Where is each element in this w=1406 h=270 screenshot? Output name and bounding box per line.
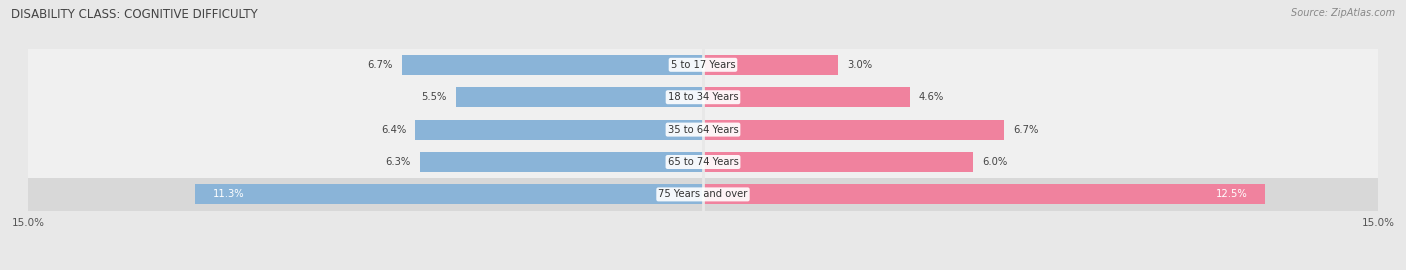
Text: 18 to 34 Years: 18 to 34 Years <box>668 92 738 102</box>
Bar <box>28 81 1378 113</box>
Bar <box>419 152 703 172</box>
Bar <box>28 113 1378 146</box>
Text: 11.3%: 11.3% <box>212 189 245 200</box>
Text: 6.4%: 6.4% <box>381 124 406 135</box>
Text: 6.7%: 6.7% <box>1014 124 1039 135</box>
Bar <box>703 55 838 75</box>
Bar <box>703 120 1004 140</box>
Bar <box>703 152 973 172</box>
Text: Source: ZipAtlas.com: Source: ZipAtlas.com <box>1291 8 1395 18</box>
Bar <box>703 87 910 107</box>
Text: 35 to 64 Years: 35 to 64 Years <box>668 124 738 135</box>
Bar <box>28 146 1378 178</box>
Bar <box>402 55 703 75</box>
Bar <box>456 87 703 107</box>
Bar <box>703 184 1265 204</box>
Text: 4.6%: 4.6% <box>920 92 945 102</box>
Bar <box>194 184 703 204</box>
Bar <box>28 49 1378 81</box>
Text: 6.7%: 6.7% <box>367 60 392 70</box>
Text: 5 to 17 Years: 5 to 17 Years <box>671 60 735 70</box>
Text: 65 to 74 Years: 65 to 74 Years <box>668 157 738 167</box>
Bar <box>28 178 1378 211</box>
Text: 3.0%: 3.0% <box>846 60 872 70</box>
Text: 12.5%: 12.5% <box>1216 189 1247 200</box>
Text: 75 Years and over: 75 Years and over <box>658 189 748 200</box>
Text: 6.3%: 6.3% <box>385 157 411 167</box>
Text: DISABILITY CLASS: COGNITIVE DIFFICULTY: DISABILITY CLASS: COGNITIVE DIFFICULTY <box>11 8 257 21</box>
Text: 6.0%: 6.0% <box>981 157 1007 167</box>
Text: 5.5%: 5.5% <box>422 92 447 102</box>
Bar <box>415 120 703 140</box>
